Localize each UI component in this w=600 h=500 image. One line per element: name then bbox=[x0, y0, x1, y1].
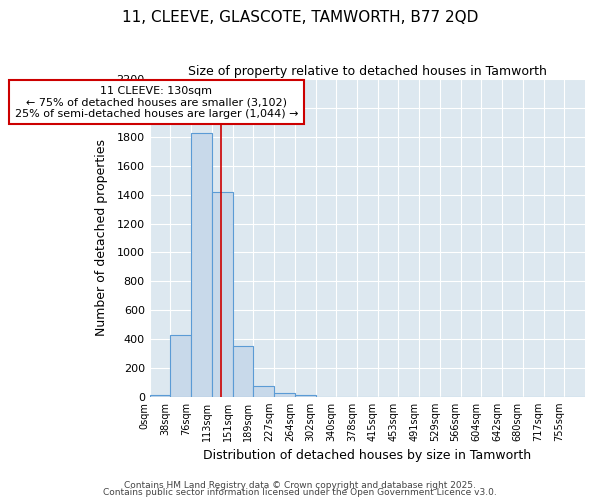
Text: Contains HM Land Registry data © Crown copyright and database right 2025.: Contains HM Land Registry data © Crown c… bbox=[124, 480, 476, 490]
Text: 11 CLEEVE: 130sqm
← 75% of detached houses are smaller (3,102)
25% of semi-detac: 11 CLEEVE: 130sqm ← 75% of detached hous… bbox=[14, 86, 298, 119]
Bar bbox=[212, 192, 233, 397]
Bar bbox=[191, 132, 212, 397]
Bar bbox=[233, 346, 253, 397]
Text: Contains public sector information licensed under the Open Government Licence v3: Contains public sector information licen… bbox=[103, 488, 497, 497]
Title: Size of property relative to detached houses in Tamworth: Size of property relative to detached ho… bbox=[188, 65, 547, 78]
Bar bbox=[149, 394, 170, 397]
Y-axis label: Number of detached properties: Number of detached properties bbox=[95, 140, 108, 336]
X-axis label: Distribution of detached houses by size in Tamworth: Distribution of detached houses by size … bbox=[203, 450, 532, 462]
Bar bbox=[274, 393, 295, 397]
Bar bbox=[253, 386, 274, 397]
Bar bbox=[295, 394, 316, 397]
Bar bbox=[170, 334, 191, 397]
Text: 11, CLEEVE, GLASCOTE, TAMWORTH, B77 2QD: 11, CLEEVE, GLASCOTE, TAMWORTH, B77 2QD bbox=[122, 10, 478, 25]
